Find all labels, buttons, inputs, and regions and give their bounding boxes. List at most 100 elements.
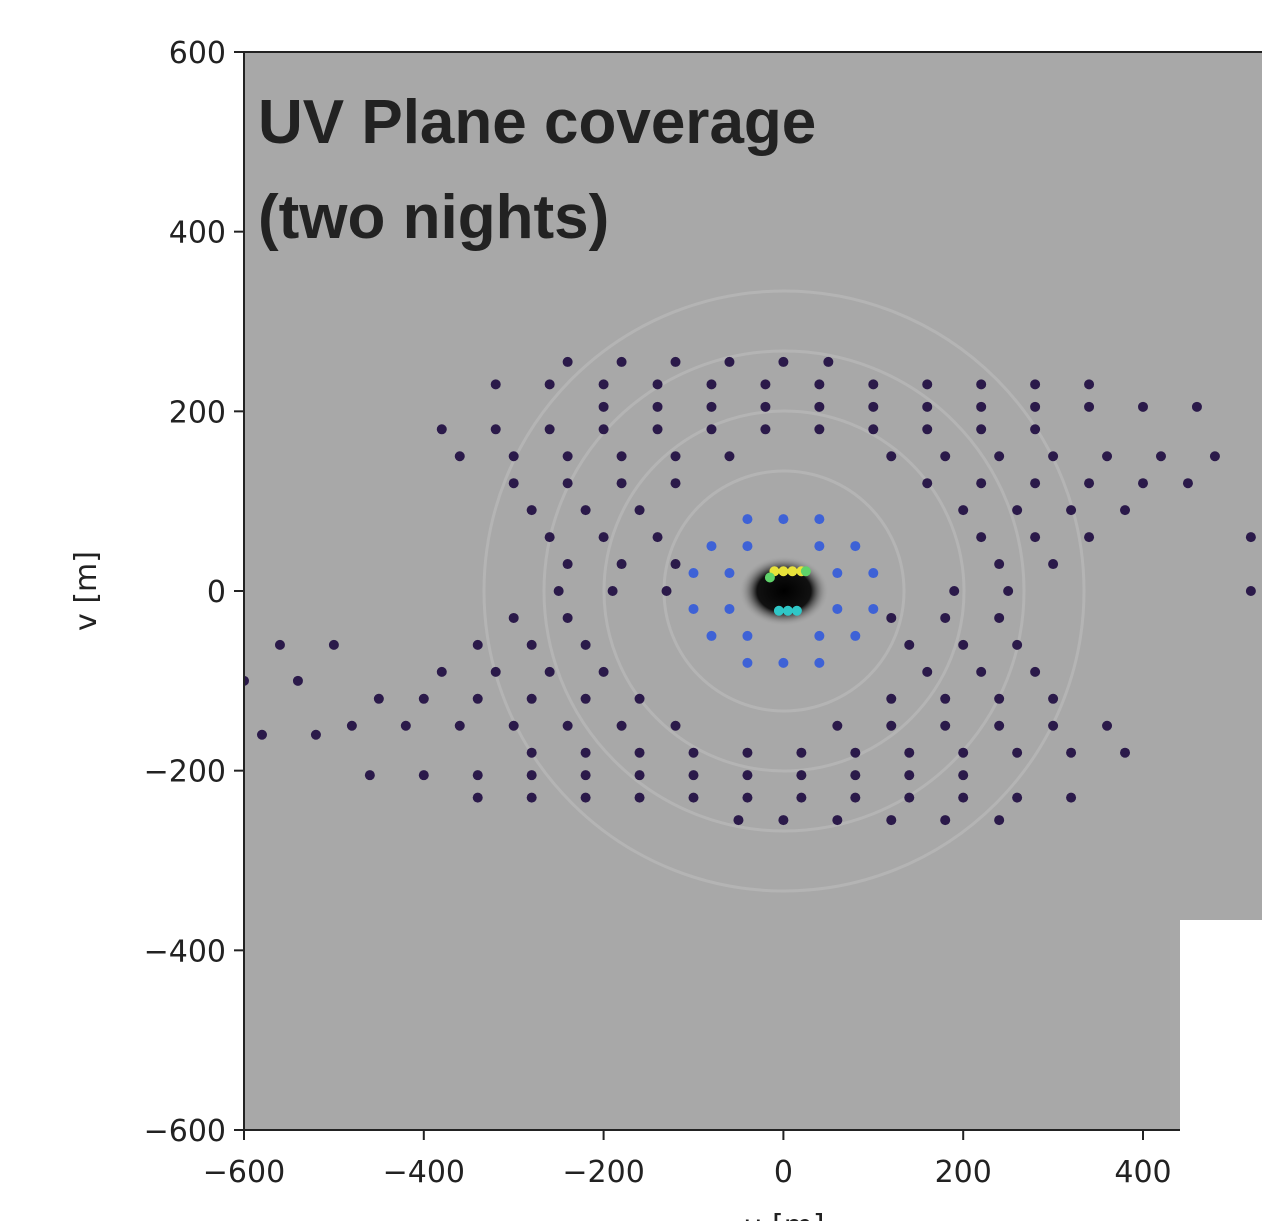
uv-point [1048,721,1058,731]
uv-point [581,748,591,758]
uv-point [599,667,609,677]
uv-point [760,379,770,389]
uv-point [832,721,842,731]
uv-point [886,815,896,825]
chart-title: UV Plane coverage [258,88,816,157]
uv-point [563,559,573,569]
uv-point [509,478,519,488]
uv-point [868,379,878,389]
uv-point [311,730,321,740]
uv-point [724,604,734,614]
uv-point [742,514,752,524]
uv-point [635,505,645,515]
uv-point [814,631,824,641]
uv-point [940,694,950,704]
uv-point [868,604,878,614]
uv-point [814,402,824,412]
uv-point [527,505,537,515]
uv-point [904,793,914,803]
uv-point [653,379,663,389]
uv-point [635,748,645,758]
uv-point [437,667,447,677]
uv-point [581,793,591,803]
uv-point [922,379,932,389]
uv-point [742,631,752,641]
uv-point [689,568,699,578]
uv-point [742,770,752,780]
uv-point [940,613,950,623]
uv-point [1030,667,1040,677]
uv-point [599,379,609,389]
uv-point [868,568,878,578]
uv-point [958,770,968,780]
uv-point [922,402,932,412]
uv-point [778,357,788,367]
uv-point [491,379,501,389]
uv-point [994,721,1004,731]
uv-point [473,640,483,650]
y-tick-label: 400 [169,216,226,251]
uv-point [922,424,932,434]
uv-point [653,532,663,542]
uv-point [599,424,609,434]
uv-point [940,451,950,461]
uv-point [868,424,878,434]
crop-area [1180,920,1262,1221]
y-tick-label: 200 [169,395,226,430]
uv-point [742,793,752,803]
uv-point [527,640,537,650]
uv-point [994,694,1004,704]
uv-point [778,514,788,524]
uv-point [1030,478,1040,488]
uv-point [792,606,802,616]
uv-point [814,658,824,668]
x-tick-label: 200 [935,1155,992,1190]
uv-point [1102,721,1112,731]
uv-point [1030,532,1040,542]
uv-point [1084,379,1094,389]
uv-point [545,667,555,677]
uv-point [832,604,842,614]
x-tick-label: 400 [1114,1155,1171,1190]
uv-point [904,770,914,780]
uv-point [617,357,627,367]
uv-point [886,694,896,704]
x-tick-label: −400 [383,1155,465,1190]
uv-point [778,658,788,668]
uv-point [509,721,519,731]
uv-point [724,357,734,367]
uv-point [608,586,618,596]
uv-point [419,694,429,704]
uv-point [904,640,914,650]
uv-point [783,606,793,616]
uv-point [742,748,752,758]
uv-point [1012,748,1022,758]
uv-point [796,748,806,758]
uv-point [814,541,824,551]
uv-point [760,424,770,434]
uv-point [850,541,860,551]
uv-point [491,424,501,434]
uv-point [994,451,1004,461]
uv-point [958,640,968,650]
uv-point [886,451,896,461]
x-tick-label: −200 [562,1155,644,1190]
uv-point [689,748,699,758]
uv-point [976,478,986,488]
uv-point [1120,505,1130,515]
uv-point [1210,451,1220,461]
uv-point [868,402,878,412]
uv-point [1066,505,1076,515]
uv-point [1246,586,1256,596]
uv-point [599,402,609,412]
uv-point [635,770,645,780]
uv-point [742,541,752,551]
uv-point [904,748,914,758]
uv-point [823,357,833,367]
x-tick-label: 0 [774,1155,793,1190]
uv-point [617,451,627,461]
uv-point [976,379,986,389]
uv-point [706,402,716,412]
uv-point [949,586,959,596]
uv-point [706,379,716,389]
